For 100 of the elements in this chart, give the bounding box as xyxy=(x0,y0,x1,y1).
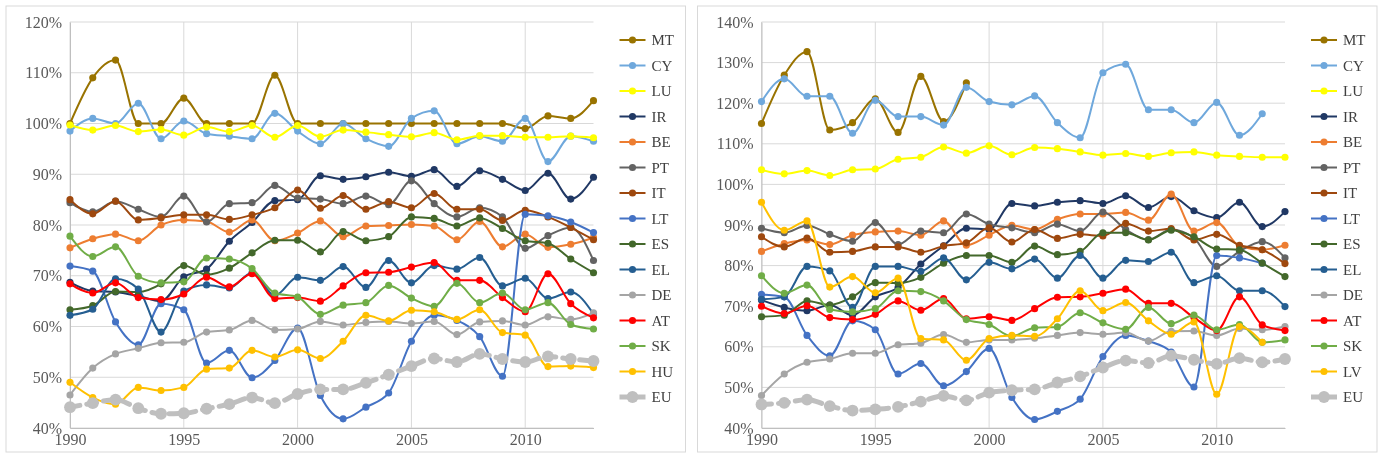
point xyxy=(316,310,324,318)
point xyxy=(1122,285,1130,293)
point xyxy=(66,262,74,270)
point xyxy=(848,293,857,301)
point xyxy=(985,258,993,266)
point xyxy=(542,350,554,363)
point xyxy=(362,205,370,213)
point xyxy=(848,231,857,239)
point xyxy=(316,133,324,141)
point xyxy=(362,299,370,307)
point xyxy=(1122,229,1130,237)
point xyxy=(1122,256,1130,264)
point xyxy=(89,235,97,243)
point xyxy=(894,128,902,136)
point xyxy=(757,166,766,174)
point xyxy=(1053,251,1061,259)
point xyxy=(157,119,165,128)
point xyxy=(316,172,324,180)
point xyxy=(1099,289,1107,297)
point xyxy=(248,346,256,354)
point xyxy=(1190,148,1198,156)
point xyxy=(89,267,97,275)
x-tick-label: 2010 xyxy=(509,431,542,449)
point xyxy=(248,135,256,143)
point xyxy=(271,133,279,141)
x-tick-label: 2005 xyxy=(395,431,428,449)
point xyxy=(826,314,834,322)
point xyxy=(1213,245,1221,253)
point xyxy=(498,224,507,233)
point xyxy=(225,200,233,208)
point xyxy=(823,400,836,412)
point xyxy=(316,317,324,325)
point xyxy=(1099,151,1107,159)
point xyxy=(180,211,188,219)
point xyxy=(225,237,233,245)
point xyxy=(894,370,902,378)
point xyxy=(89,74,97,82)
point xyxy=(362,192,370,200)
point xyxy=(294,186,302,194)
point xyxy=(66,232,74,240)
point xyxy=(1076,134,1084,142)
point xyxy=(848,129,857,137)
point xyxy=(803,302,811,310)
point xyxy=(940,217,948,225)
legend-label: IR xyxy=(651,108,667,125)
y-tick-label: 50% xyxy=(724,379,754,397)
point xyxy=(134,272,142,280)
point xyxy=(1076,210,1084,218)
legend-label: LT xyxy=(1343,210,1360,227)
point xyxy=(430,119,438,128)
point xyxy=(1190,318,1198,326)
point xyxy=(917,113,925,121)
point xyxy=(337,383,350,396)
point xyxy=(567,114,575,122)
point xyxy=(894,227,902,235)
point xyxy=(1190,279,1198,287)
point xyxy=(871,262,879,270)
point xyxy=(1258,110,1266,118)
point xyxy=(757,98,766,106)
point xyxy=(316,354,324,363)
point xyxy=(134,99,142,107)
y-tick-label: 90% xyxy=(32,165,62,183)
point xyxy=(248,199,256,207)
point xyxy=(567,320,575,329)
point xyxy=(385,131,393,139)
point xyxy=(983,386,996,399)
x-tick-label: 2000 xyxy=(973,431,1006,449)
point xyxy=(225,128,233,136)
point xyxy=(362,318,370,326)
point xyxy=(339,282,347,290)
point xyxy=(180,117,188,125)
point xyxy=(544,239,552,247)
point xyxy=(362,135,370,143)
legend-label: CY xyxy=(1343,57,1364,74)
point xyxy=(498,243,507,251)
point xyxy=(157,126,165,134)
point xyxy=(985,320,993,329)
point xyxy=(1031,143,1039,152)
point xyxy=(1008,238,1016,246)
point xyxy=(757,313,766,321)
point xyxy=(567,240,575,248)
point xyxy=(1167,320,1175,328)
point xyxy=(157,339,165,347)
point xyxy=(589,269,598,277)
point xyxy=(89,126,97,134)
point xyxy=(476,318,484,326)
point xyxy=(871,279,879,287)
point xyxy=(917,267,925,275)
point xyxy=(894,155,902,163)
point xyxy=(1144,303,1152,311)
point xyxy=(780,303,788,311)
point xyxy=(544,363,552,371)
point xyxy=(180,383,188,391)
point xyxy=(962,276,970,284)
legend-label: LU xyxy=(1343,83,1364,99)
point xyxy=(985,251,993,260)
point xyxy=(985,344,993,352)
point xyxy=(1099,307,1107,315)
point xyxy=(294,273,302,281)
point xyxy=(203,359,211,367)
